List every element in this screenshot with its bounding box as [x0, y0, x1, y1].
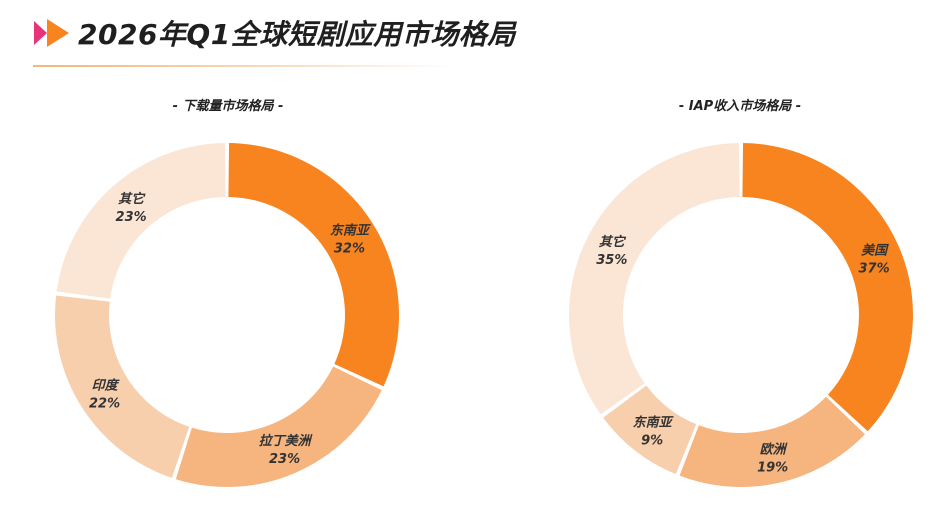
- slice-value-label: 22%: [89, 397, 120, 412]
- logo-pink-triangle: [34, 21, 47, 45]
- slice-value-label: 37%: [859, 261, 890, 276]
- donut-slice-东南亚: [603, 385, 697, 475]
- slice-category-label: 其它: [599, 234, 627, 250]
- logo-icon: [34, 19, 69, 47]
- slice-category-label: 美国: [861, 242, 889, 258]
- donut-slice-其它: [569, 143, 740, 415]
- donut-slice-拉丁美洲: [175, 366, 382, 487]
- slice-category-label: 印度: [92, 378, 121, 394]
- slice-category-label: 拉丁美洲: [259, 433, 313, 449]
- donut-chart-downloads: 东南亚 32% 拉丁美洲 23% 印度 22% 其它 23%: [54, 143, 399, 487]
- slice-value-label: 35%: [596, 253, 627, 268]
- slice-value-label: 32%: [334, 241, 365, 256]
- slice-value-label: 23%: [269, 452, 300, 467]
- slice-value-label: 23%: [116, 210, 147, 225]
- logo-orange-triangle: [47, 19, 69, 47]
- chart-title-iap-revenue: - IAP收入市场格局 -: [678, 99, 802, 114]
- donut-slice-印度: [54, 295, 190, 478]
- slice-value-label: 19%: [757, 461, 788, 476]
- slice-category-label: 东南亚: [633, 415, 674, 431]
- slice-category-label: 欧洲: [760, 442, 788, 458]
- slice-category-label: 东南亚: [330, 222, 371, 238]
- donut-slice-欧洲: [679, 396, 865, 487]
- donut-slice-美国: [742, 143, 913, 432]
- donut-slice-东南亚: [228, 143, 399, 387]
- chart-title-downloads: - 下载量市场格局 -: [172, 99, 284, 114]
- donut-chart-iap-revenue: 美国 37% 欧洲 19% 东南亚 9% 其它 35%: [569, 143, 913, 487]
- donut-slice-其它: [56, 143, 226, 299]
- slice-category-label: 其它: [118, 191, 146, 207]
- title-divider: [33, 65, 453, 67]
- slice-value-label: 9%: [641, 434, 663, 449]
- page-title: 2026年Q1全球短剧应用市场格局: [78, 18, 516, 51]
